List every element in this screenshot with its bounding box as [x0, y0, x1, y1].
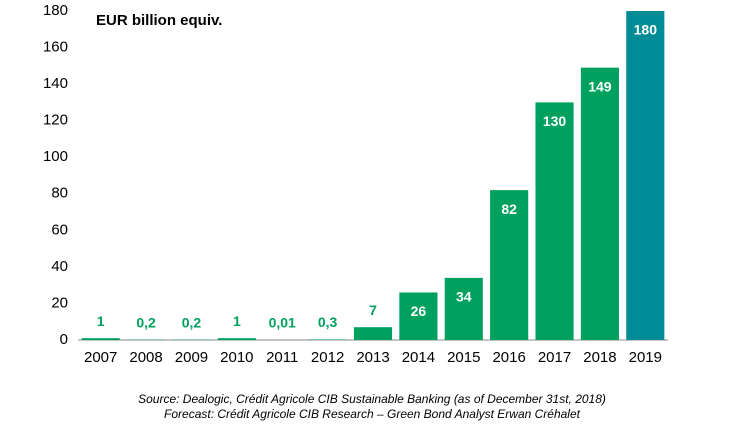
- x-tick-label: 2017: [538, 349, 571, 366]
- y-tick-label: 40: [51, 258, 68, 275]
- bar: [81, 338, 120, 340]
- value-label: 0,01: [269, 315, 296, 331]
- source-note: Source: Dealogic, Crédit Agricole CIB Su…: [138, 392, 606, 406]
- x-tick-label: 2016: [492, 349, 525, 366]
- value-label: 149: [588, 78, 612, 94]
- value-label: 130: [543, 113, 567, 129]
- bar: [308, 339, 347, 340]
- bar: [490, 190, 529, 340]
- x-tick-label: 2018: [583, 349, 616, 366]
- bar: [580, 67, 619, 341]
- x-tick-label: 2012: [311, 349, 344, 366]
- bar: [626, 11, 665, 340]
- y-tick-label: 60: [51, 221, 68, 238]
- value-label: 1: [233, 313, 241, 329]
- bar: [353, 327, 393, 340]
- x-tick-label: 2014: [402, 349, 435, 366]
- value-label: 7: [369, 302, 377, 318]
- x-tick-label: 2010: [220, 349, 253, 366]
- unit-annotation: EUR billion equiv.: [96, 12, 222, 29]
- forecast-note: Forecast: Crédit Agricole CIB Research –…: [164, 407, 581, 421]
- value-label: 180: [634, 22, 658, 38]
- bar: [535, 102, 574, 340]
- y-tick-label: 120: [43, 112, 68, 129]
- value-label: 0,2: [182, 314, 202, 330]
- x-tick-label: 2008: [129, 349, 162, 366]
- bar: [217, 338, 256, 340]
- y-tick-label: 160: [43, 39, 68, 56]
- value-label: 26: [411, 303, 427, 319]
- value-label: 34: [456, 289, 472, 305]
- x-tick-label: 2009: [175, 349, 208, 366]
- x-tick-label: 2019: [629, 349, 662, 366]
- x-tick-label: 2013: [356, 349, 389, 366]
- x-tick-label: 2011: [266, 349, 298, 366]
- y-tick-label: 100: [43, 148, 68, 165]
- value-label: 0,2: [136, 314, 156, 330]
- value-label: 1: [97, 313, 105, 329]
- y-tick-label: 80: [51, 185, 68, 202]
- bar: [444, 277, 483, 340]
- bar: [399, 292, 438, 340]
- y-tick-label: 0: [60, 331, 68, 348]
- x-tick-label: 2015: [447, 349, 480, 366]
- y-tick-label: 180: [43, 2, 68, 19]
- x-tick-label: 2007: [84, 349, 117, 366]
- y-tick-label: 140: [43, 75, 68, 92]
- value-label: 82: [501, 201, 517, 217]
- y-tick-label: 20: [51, 294, 68, 311]
- value-label: 0,3: [318, 314, 338, 330]
